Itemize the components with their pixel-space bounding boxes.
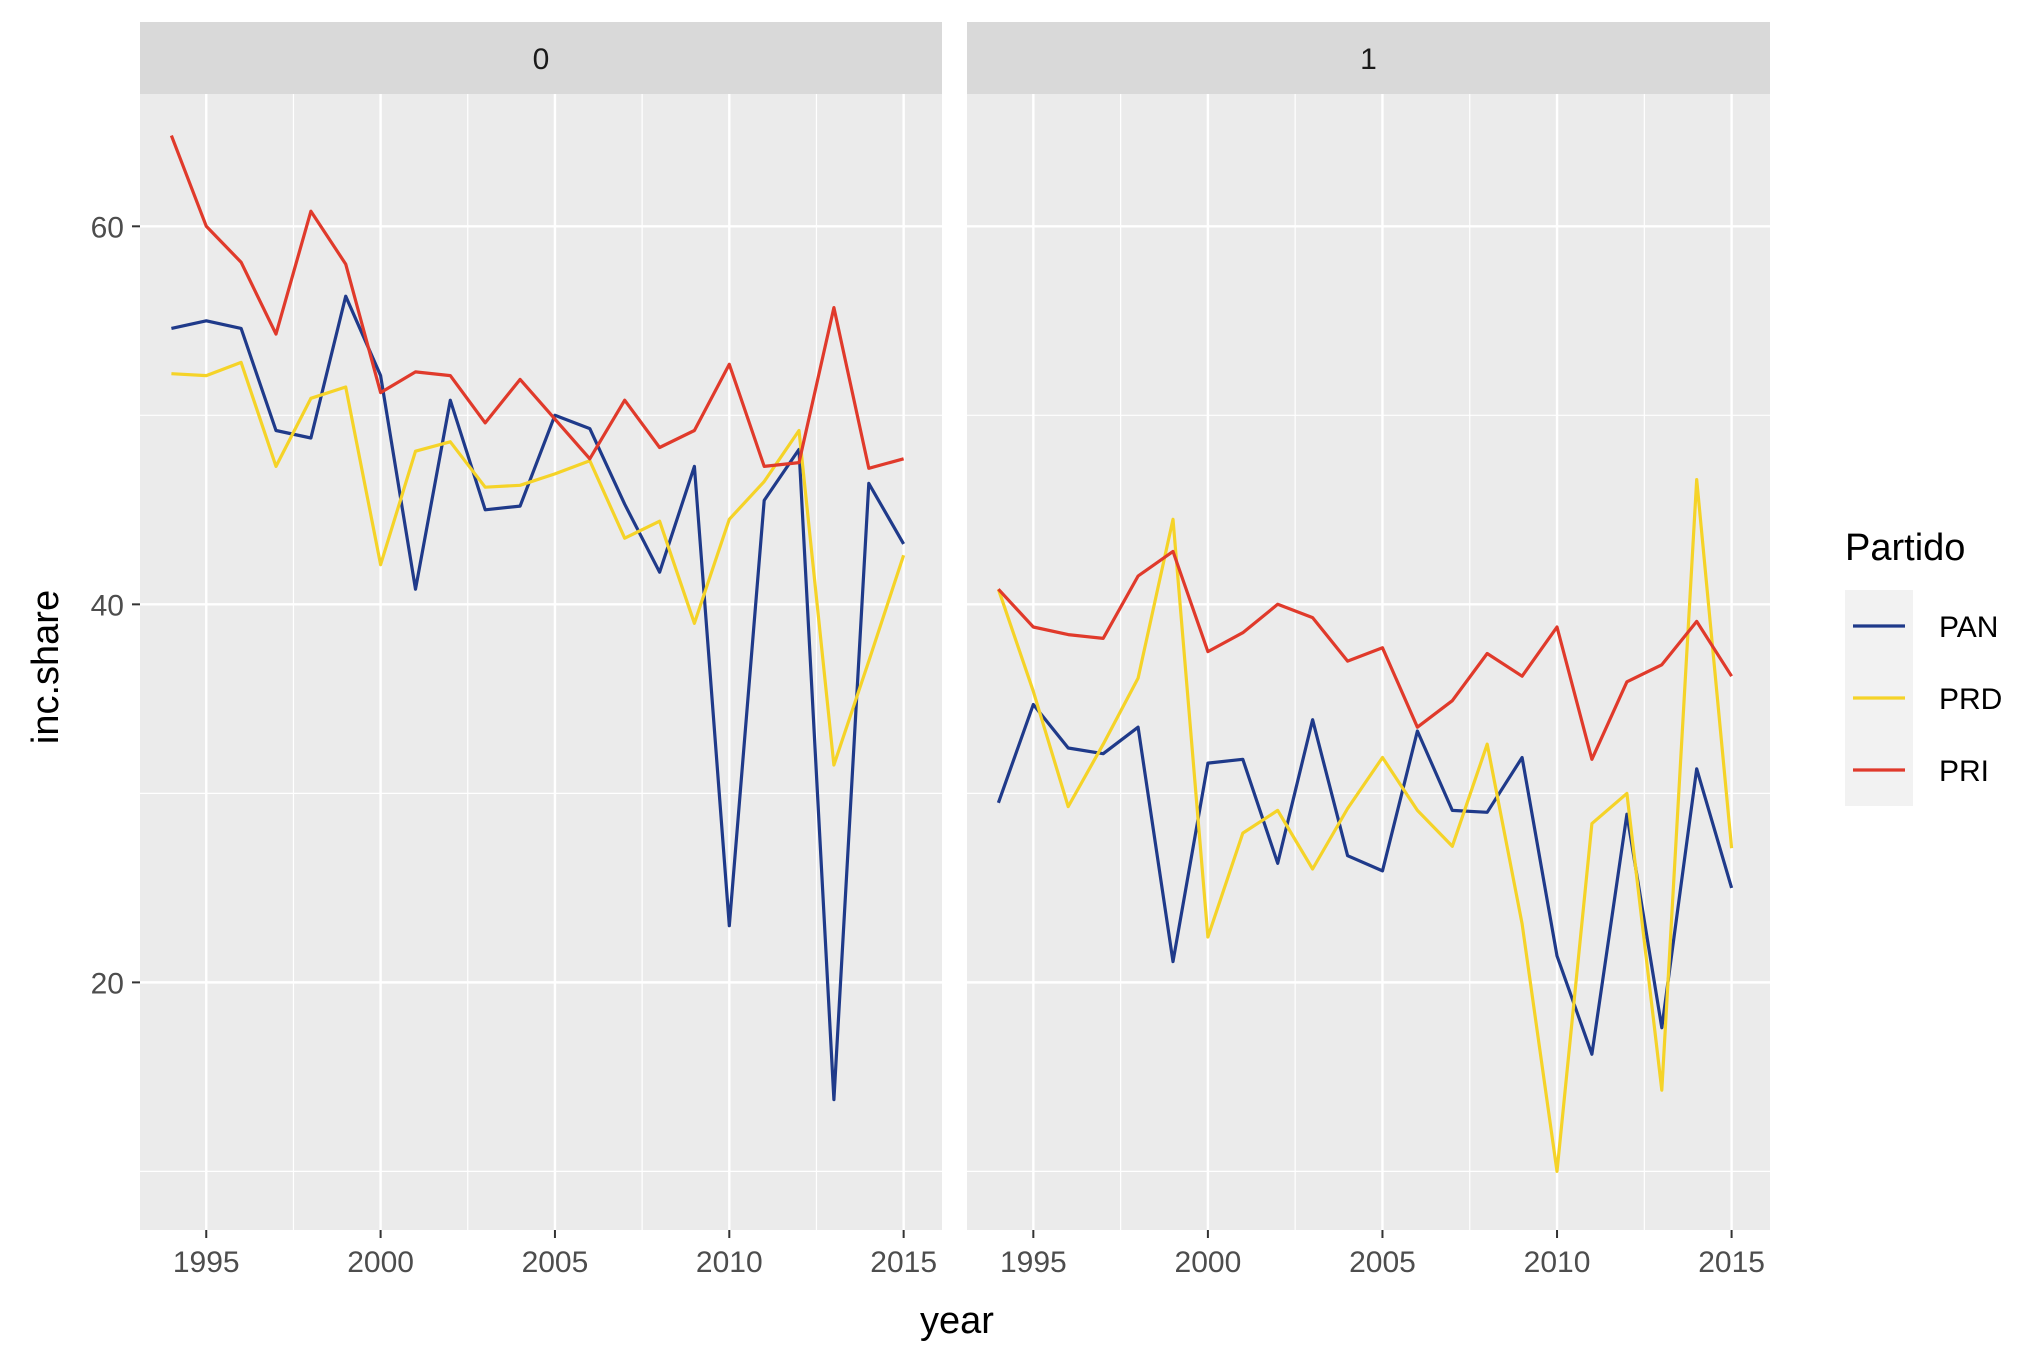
- facet-panels: 0 1995 2000 2005 2010 2015 1 1995 2000 2005 2010 20…: [91, 22, 1770, 1279]
- y-axis: 20 40 60: [91, 211, 140, 1000]
- series-line-prd-facet-1: [996, 478, 1734, 1174]
- series-line-pri-facet-1: [997, 549, 1733, 761]
- x-tick-label: 2000: [347, 1246, 414, 1279]
- x-tick-label: 1995: [173, 1246, 240, 1279]
- legend-label: PAN: [1939, 611, 1998, 644]
- x-axis-title: year: [920, 1300, 994, 1342]
- facet-panel-1: 1 1995 2000 2005 2010 2015: [967, 22, 1770, 1279]
- panel-background: [140, 94, 942, 1230]
- facet-panel-0: 0 1995 2000 2005 2010 2015: [140, 22, 942, 1279]
- legend-item-prd: PRD: [1845, 662, 2002, 734]
- y-axis-title: inc.share: [25, 590, 67, 744]
- x-tick-label: 2010: [696, 1246, 763, 1279]
- series-line-prd-facet-0: [171, 360, 906, 767]
- x-tick-label: 2015: [870, 1246, 937, 1279]
- legend-item-pri: PRI: [1845, 734, 1989, 806]
- facet-strip-label: 1: [1360, 43, 1377, 76]
- panel-background: [967, 94, 1770, 1230]
- y-tick-label: 60: [91, 211, 124, 244]
- legend-label: PRD: [1939, 683, 2002, 716]
- legend: Partido PAN PRD PRI: [1845, 527, 2002, 806]
- facet-strip-0: [140, 22, 942, 94]
- x-tick-label: 1995: [1000, 1246, 1067, 1279]
- series-line-pri-facet-0: [169, 135, 905, 470]
- legend-title: Partido: [1845, 527, 1965, 569]
- x-tick-label: 2000: [1175, 1246, 1242, 1279]
- y-tick-label: 40: [91, 589, 124, 622]
- facet-strip-1: [967, 22, 1770, 94]
- y-tick-label: 20: [91, 967, 124, 1000]
- x-tick-label: 2005: [522, 1246, 589, 1279]
- legend-item-pan: PAN: [1845, 590, 1998, 662]
- x-tick-label: 2015: [1698, 1246, 1765, 1279]
- x-tick-label: 2010: [1524, 1246, 1591, 1279]
- facet-strip-label: 0: [533, 43, 550, 76]
- legend-label: PRI: [1939, 755, 1989, 788]
- series-line-pan-facet-1: [996, 702, 1734, 1056]
- x-tick-label: 2005: [1349, 1246, 1416, 1279]
